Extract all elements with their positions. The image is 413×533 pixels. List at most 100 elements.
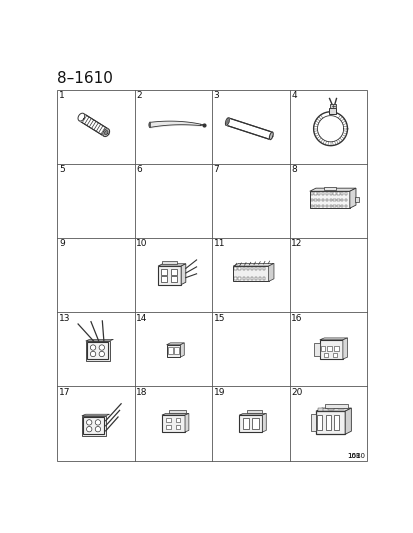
Bar (337, 205, 339, 207)
Bar (344, 199, 346, 201)
Polygon shape (239, 414, 266, 415)
Bar (258, 277, 261, 280)
Bar (170, 276, 176, 282)
Bar (332, 353, 337, 358)
Bar (321, 192, 323, 195)
Polygon shape (344, 408, 351, 434)
Text: 11: 11 (213, 239, 225, 248)
Bar (318, 205, 320, 207)
Polygon shape (82, 414, 109, 416)
Bar (246, 277, 248, 280)
Polygon shape (233, 263, 273, 266)
Bar (316, 415, 322, 431)
Circle shape (86, 426, 92, 432)
Bar (254, 277, 256, 280)
Polygon shape (269, 132, 273, 140)
Bar (158, 266, 181, 285)
Bar (160, 269, 166, 274)
Bar (234, 267, 236, 270)
Polygon shape (161, 414, 188, 415)
Bar (328, 108, 336, 114)
Bar (329, 192, 331, 195)
Polygon shape (225, 118, 272, 140)
Polygon shape (225, 118, 229, 125)
Circle shape (99, 351, 104, 357)
Bar (337, 192, 339, 195)
Bar (168, 348, 172, 354)
Text: 1610: 1610 (347, 453, 365, 459)
Bar (82, 416, 105, 436)
Polygon shape (79, 114, 108, 136)
Bar (233, 266, 268, 281)
Bar (160, 276, 166, 282)
Bar (239, 415, 262, 432)
Bar (262, 277, 265, 280)
Bar (318, 199, 320, 201)
Bar (161, 261, 177, 264)
Bar (246, 267, 248, 270)
Bar (319, 340, 342, 359)
Bar (329, 199, 331, 201)
Text: 9: 9 (59, 239, 64, 248)
Bar (250, 267, 252, 270)
Bar (321, 199, 323, 201)
Text: 15: 15 (213, 313, 225, 322)
Bar (258, 267, 261, 270)
Polygon shape (309, 188, 355, 191)
Bar (325, 205, 327, 207)
Bar (323, 353, 328, 358)
Bar (166, 418, 170, 422)
Bar (321, 205, 323, 207)
Bar (310, 192, 312, 195)
Text: 10: 10 (136, 239, 147, 248)
Circle shape (95, 419, 100, 425)
Circle shape (90, 351, 95, 357)
Text: 8–1610: 8–1610 (57, 71, 113, 86)
Polygon shape (85, 340, 113, 341)
Polygon shape (104, 131, 108, 134)
Bar (332, 205, 335, 207)
Bar (318, 192, 320, 195)
Text: 18: 18 (136, 387, 147, 397)
Text: 4: 4 (290, 91, 296, 100)
Bar (327, 346, 331, 351)
Bar (252, 418, 258, 429)
Polygon shape (262, 414, 266, 432)
Polygon shape (349, 188, 355, 208)
Bar (310, 205, 312, 207)
Bar (333, 415, 339, 431)
Text: 8: 8 (290, 165, 296, 174)
Bar (340, 199, 342, 201)
Bar (332, 192, 335, 195)
Text: 2: 2 (136, 91, 142, 100)
Polygon shape (342, 338, 347, 359)
Polygon shape (315, 408, 351, 411)
Bar (344, 192, 346, 195)
Bar (329, 205, 331, 207)
Polygon shape (149, 123, 150, 127)
Text: 7: 7 (213, 165, 219, 174)
Bar (87, 343, 108, 359)
Bar (323, 187, 335, 190)
Bar (234, 277, 236, 280)
Polygon shape (78, 113, 85, 121)
Text: 1: 1 (59, 91, 64, 100)
Bar (337, 199, 339, 201)
Bar (166, 425, 170, 429)
Text: 17: 17 (59, 387, 70, 397)
Bar (340, 205, 342, 207)
Polygon shape (158, 264, 185, 266)
Bar (313, 199, 316, 201)
Circle shape (86, 419, 92, 425)
Bar (170, 269, 176, 274)
Bar (238, 277, 240, 280)
Bar (310, 199, 312, 201)
Circle shape (99, 345, 104, 350)
Bar (176, 418, 180, 422)
Text: 20: 20 (290, 387, 302, 397)
Bar (317, 408, 323, 411)
Bar (315, 411, 344, 434)
Bar (238, 267, 240, 270)
Bar (83, 417, 104, 434)
Bar (324, 404, 347, 408)
